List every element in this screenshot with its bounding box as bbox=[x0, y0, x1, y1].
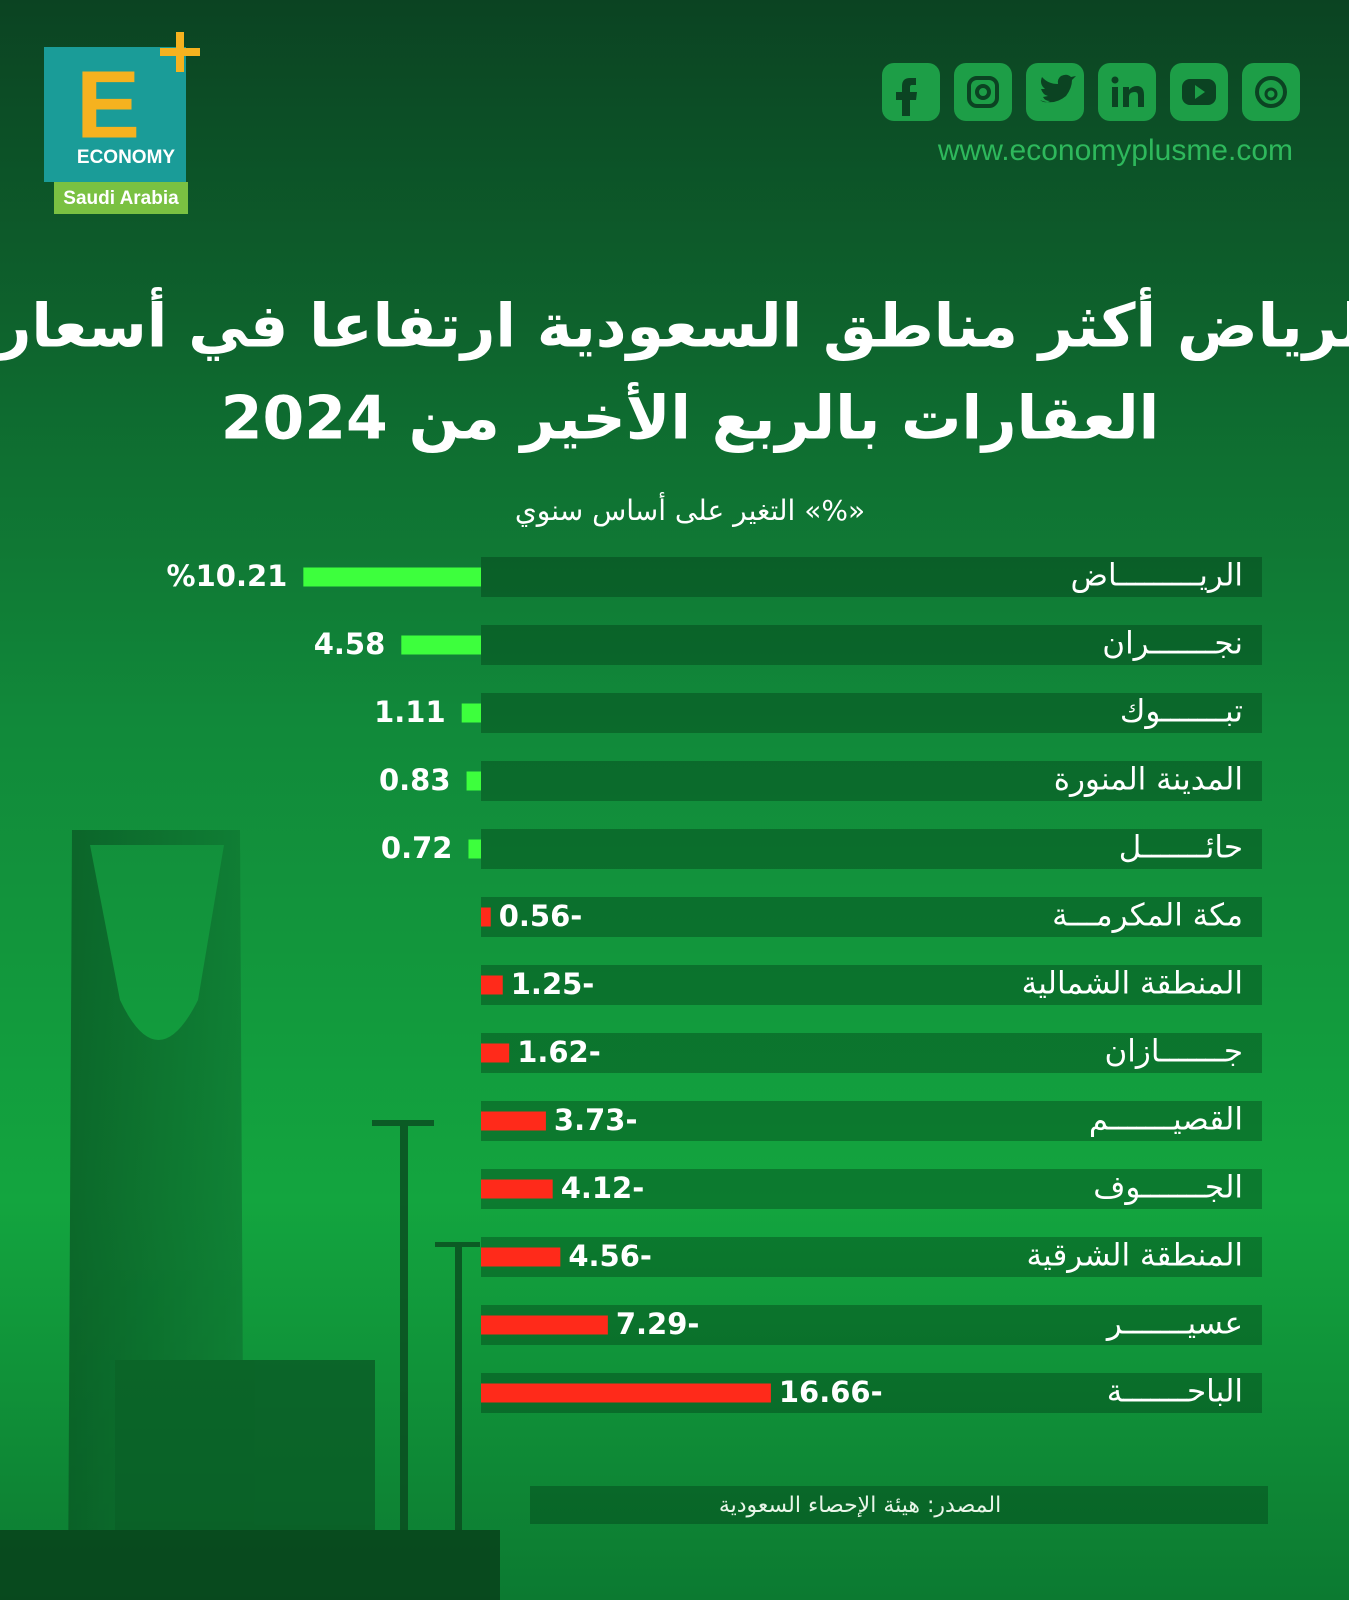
row-band bbox=[481, 625, 1262, 665]
source: المصدر: هيئة الإحصاء السعودية bbox=[719, 1493, 1001, 1518]
value-label: 1.11 bbox=[374, 695, 446, 729]
category-label: الباحـــــــة bbox=[1107, 1374, 1243, 1410]
category-label: القصيـــــــم bbox=[1089, 1102, 1243, 1138]
bar bbox=[401, 635, 481, 655]
value-label: %10.21 bbox=[167, 559, 288, 593]
threads-icon[interactable] bbox=[1242, 63, 1300, 121]
row-band bbox=[481, 693, 1262, 733]
category-label: الريـــــــــاض bbox=[1071, 558, 1243, 594]
bar bbox=[461, 703, 481, 723]
logo-name: ECONOMY bbox=[77, 147, 176, 168]
bar bbox=[466, 771, 481, 791]
bar bbox=[481, 1383, 771, 1403]
value-label: 3.73- bbox=[554, 1103, 638, 1137]
category-label: تبـــــــوك bbox=[1120, 694, 1243, 730]
logo-region: Saudi Arabia bbox=[63, 188, 179, 209]
bar bbox=[481, 1315, 608, 1335]
category-label: المنطقة الشرقية bbox=[1026, 1238, 1243, 1274]
row-band bbox=[481, 1305, 1262, 1345]
bar bbox=[481, 1179, 553, 1199]
plot-area: الريـــــــــاض %10.21 نجـــــــران 4.58 تبـ… bbox=[167, 557, 1262, 1413]
row-band bbox=[481, 1237, 1262, 1277]
bar bbox=[468, 839, 481, 859]
category-label: عسيـــــــر bbox=[1105, 1306, 1243, 1342]
category-label: حائـــــــل bbox=[1119, 830, 1243, 866]
category-label: المدينة المنورة bbox=[1054, 762, 1243, 798]
value-label: 1.62- bbox=[517, 1035, 601, 1069]
bar bbox=[303, 567, 481, 587]
bar bbox=[481, 975, 503, 995]
chart-subtitle: التغير على أساس سنوي «%» bbox=[515, 491, 865, 527]
bar bbox=[481, 1247, 561, 1267]
value-label: 4.58 bbox=[314, 627, 386, 661]
source-box bbox=[530, 1486, 1268, 1524]
category-label: الجـــــــوف bbox=[1093, 1170, 1243, 1206]
social-icons: www.economyplusme.com bbox=[882, 63, 1300, 167]
value-label: 0.83 bbox=[379, 763, 451, 797]
bar bbox=[481, 1111, 546, 1131]
chart-title: العقارات بالربع الأخير من 2024 bbox=[221, 382, 1160, 454]
category-label: مكة المكرمـــة bbox=[1052, 898, 1243, 934]
bar bbox=[481, 907, 491, 927]
row-band bbox=[481, 1033, 1262, 1073]
logo: E ECONOMY Saudi Arabia bbox=[44, 32, 200, 214]
value-label: 7.29- bbox=[616, 1307, 700, 1341]
row-band bbox=[481, 1169, 1262, 1209]
row-band bbox=[481, 965, 1262, 1005]
value-label: 0.72 bbox=[381, 831, 453, 865]
row-band bbox=[481, 897, 1262, 937]
row-band bbox=[481, 829, 1262, 869]
bar bbox=[481, 1043, 510, 1063]
value-label: 4.56- bbox=[568, 1239, 652, 1273]
logo-letter: E bbox=[76, 51, 140, 158]
skyline bbox=[0, 830, 500, 1600]
instagram-icon[interactable] bbox=[954, 63, 1012, 121]
value-label: 1.25- bbox=[511, 967, 595, 1001]
value-label: 16.66- bbox=[779, 1375, 883, 1409]
row-band bbox=[481, 1101, 1262, 1141]
category-label: نجـــــــران bbox=[1102, 626, 1243, 662]
chart-title: الرياض أكثر مناطق السعودية ارتفاعا في أس… bbox=[0, 287, 1349, 362]
category-label: جـــــــازان bbox=[1104, 1034, 1243, 1070]
row-band bbox=[481, 761, 1262, 801]
website[interactable]: www.economyplusme.com bbox=[937, 134, 1293, 167]
value-label: 4.12- bbox=[561, 1171, 645, 1205]
row-band bbox=[481, 557, 1262, 597]
value-label: 0.56- bbox=[499, 899, 583, 933]
category-label: المنطقة الشمالية bbox=[1022, 966, 1243, 1002]
